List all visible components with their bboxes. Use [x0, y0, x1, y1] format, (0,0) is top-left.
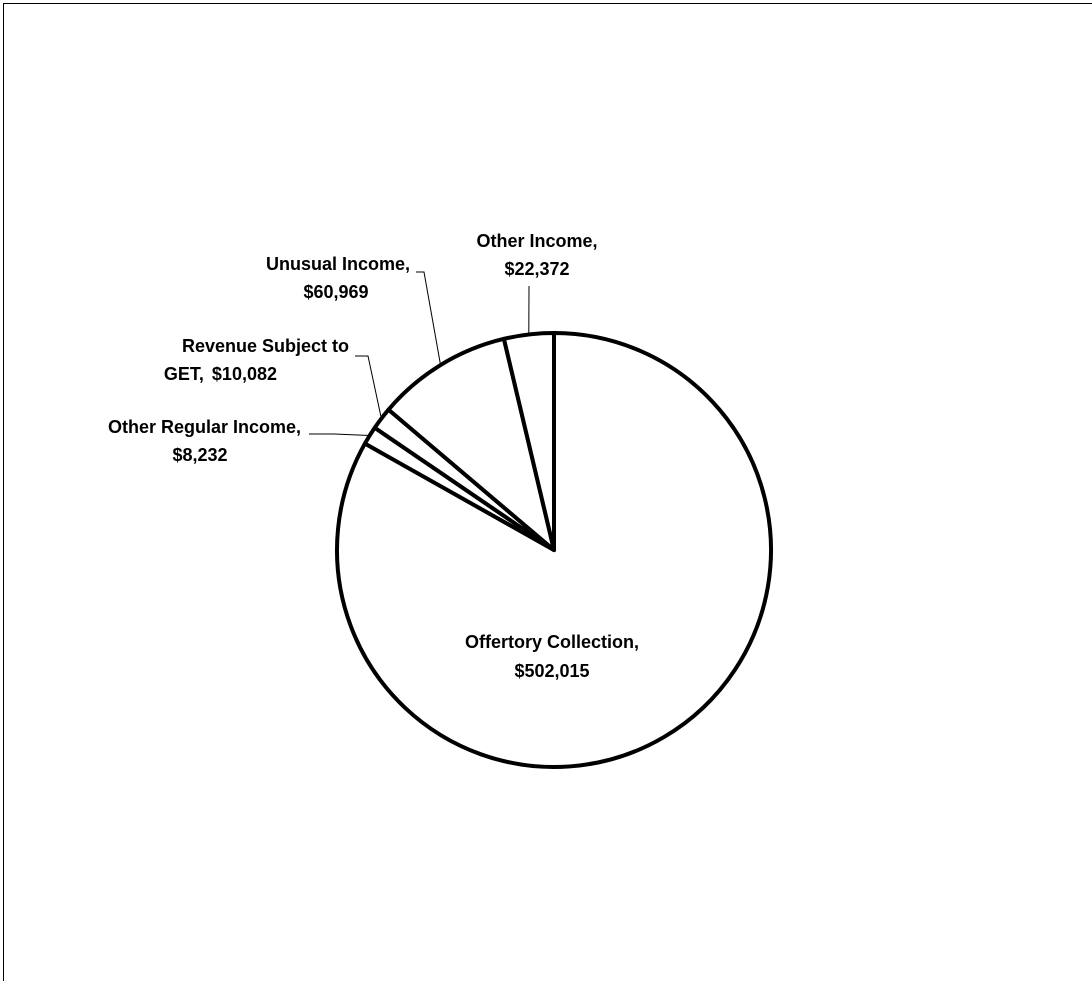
- label-offertory-collection-value: $502,015: [514, 661, 589, 681]
- label-other-income-name: Other Income,: [476, 231, 597, 251]
- label-unusual-income-value: $60,969: [303, 282, 368, 302]
- leader-line-revenue-subject-to-get: [355, 356, 381, 419]
- chart-frame: Offertory Collection, $502,015 Other Reg…: [3, 3, 1092, 981]
- label-revenue-subject-to-get-value: $10,082: [212, 364, 277, 384]
- label-unusual-income-name: Unusual Income,: [266, 254, 410, 274]
- leader-line-other-regular-income: [309, 434, 370, 436]
- label-other-regular-income-value: $8,232: [172, 445, 227, 465]
- label-revenue-subject-to-get-name: Revenue Subject to: [182, 336, 349, 356]
- label-offertory-collection-name: Offertory Collection,: [465, 632, 639, 652]
- pie-chart: Offertory Collection, $502,015 Other Reg…: [4, 4, 1092, 982]
- label-revenue-subject-to-get-get: GET,: [164, 364, 204, 384]
- label-revenue-subject-to-get-name-line2: GET, $10,082: [164, 364, 277, 384]
- label-other-regular-income-name: Other Regular Income,: [108, 417, 301, 437]
- label-other-income-value: $22,372: [504, 259, 569, 279]
- leader-line-unusual-income: [416, 272, 441, 365]
